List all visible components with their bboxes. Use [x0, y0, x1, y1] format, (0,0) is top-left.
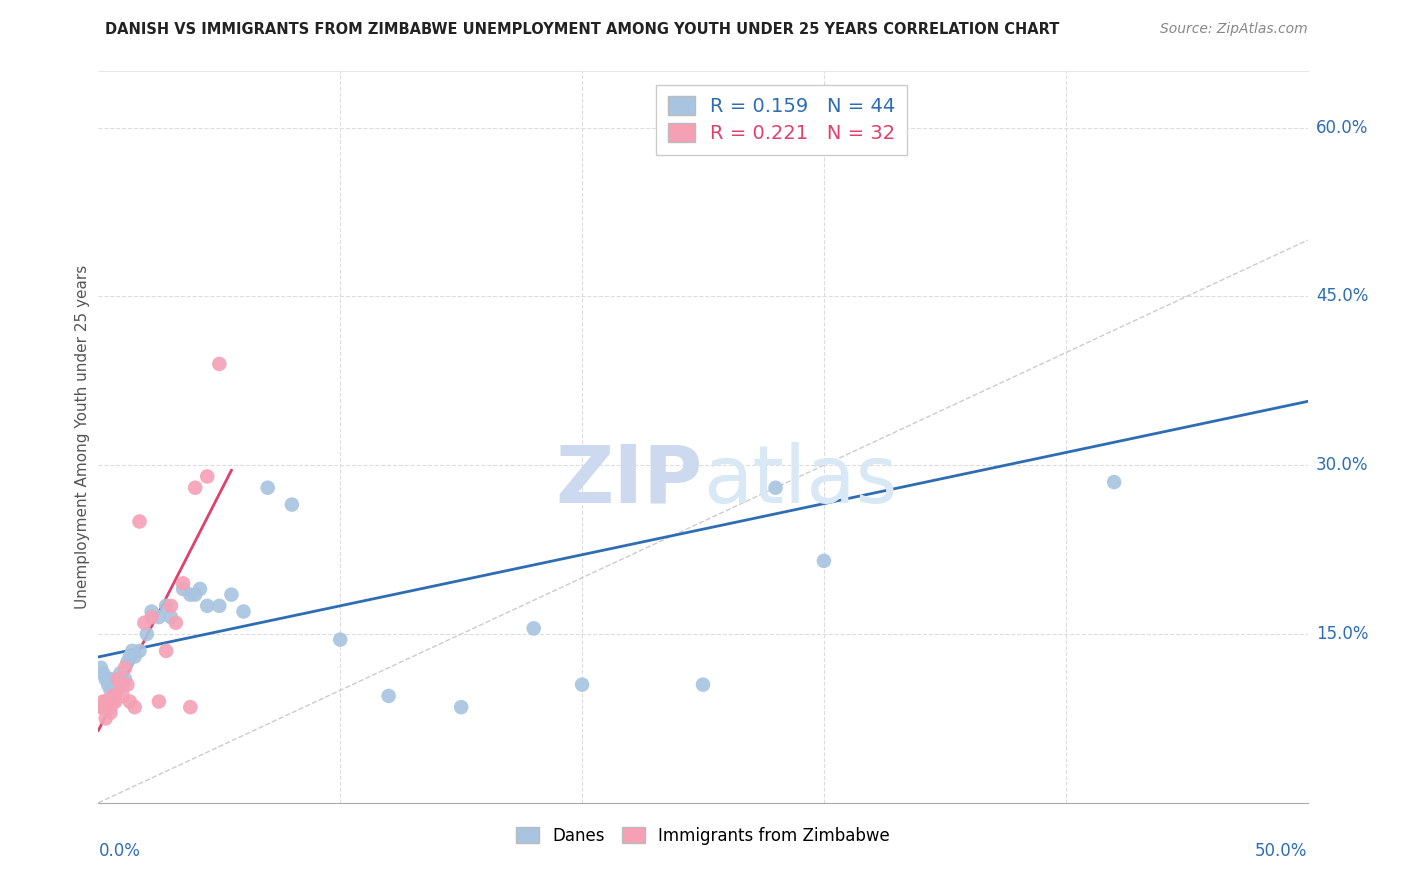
Point: [108, 678, 131, 692]
Point: [124, 700, 146, 714]
Point: [195, 469, 218, 483]
Point: [765, 481, 787, 495]
Text: 60.0%: 60.0%: [1316, 119, 1368, 136]
Point: [100, 672, 122, 686]
Point: [221, 588, 243, 602]
Point: [121, 644, 143, 658]
Point: [100, 683, 122, 698]
Point: [1102, 475, 1125, 489]
Point: [104, 683, 127, 698]
Point: [281, 498, 304, 512]
Point: [208, 599, 231, 613]
Point: [101, 689, 124, 703]
Text: Source: ZipAtlas.com: Source: ZipAtlas.com: [1160, 22, 1308, 37]
Point: [160, 599, 183, 613]
Point: [179, 700, 201, 714]
Point: [97, 672, 120, 686]
Point: [172, 582, 194, 596]
Point: [91, 700, 114, 714]
Point: [377, 689, 399, 703]
Point: [134, 615, 156, 630]
Point: [148, 694, 170, 708]
Point: [813, 554, 835, 568]
Point: [571, 678, 593, 692]
Text: 50.0%: 50.0%: [1256, 842, 1308, 860]
Point: [155, 599, 177, 613]
Text: ZIP: ZIP: [555, 442, 703, 520]
Point: [101, 678, 124, 692]
Point: [692, 98, 714, 112]
Point: [450, 700, 472, 714]
Point: [195, 599, 218, 613]
Point: [118, 649, 141, 664]
Point: [128, 644, 150, 658]
Point: [94, 694, 117, 708]
Point: [128, 515, 150, 529]
Point: [172, 576, 194, 591]
Point: [101, 678, 124, 692]
Point: [256, 481, 278, 495]
Point: [329, 632, 352, 647]
Point: [108, 666, 131, 681]
Point: [114, 672, 136, 686]
Point: [135, 627, 157, 641]
Point: [91, 694, 114, 708]
Point: [97, 700, 120, 714]
Point: [100, 700, 122, 714]
Point: [90, 661, 112, 675]
Text: 0.0%: 0.0%: [98, 842, 141, 860]
Point: [160, 610, 183, 624]
Point: [141, 605, 163, 619]
Point: [523, 621, 546, 635]
Point: [94, 672, 117, 686]
Text: DANISH VS IMMIGRANTS FROM ZIMBABWE UNEMPLOYMENT AMONG YOUTH UNDER 25 YEARS CORRE: DANISH VS IMMIGRANTS FROM ZIMBABWE UNEMP…: [105, 22, 1060, 37]
Point: [141, 610, 163, 624]
Point: [188, 582, 211, 596]
Legend: Danes, Immigrants from Zimbabwe: Danes, Immigrants from Zimbabwe: [508, 818, 898, 853]
Point: [104, 689, 127, 703]
Point: [107, 678, 129, 692]
Point: [184, 481, 207, 495]
Text: 15.0%: 15.0%: [1316, 625, 1368, 643]
Point: [165, 615, 187, 630]
Point: [179, 588, 201, 602]
Point: [124, 649, 146, 664]
Point: [184, 588, 207, 602]
Point: [101, 694, 124, 708]
Point: [117, 678, 139, 692]
Y-axis label: Unemployment Among Youth under 25 years: Unemployment Among Youth under 25 years: [75, 265, 90, 609]
Point: [97, 694, 120, 708]
Point: [100, 706, 122, 720]
Point: [107, 672, 129, 686]
Point: [117, 655, 139, 669]
Text: 45.0%: 45.0%: [1316, 287, 1368, 305]
Point: [91, 666, 114, 681]
Point: [111, 678, 134, 692]
Point: [90, 700, 112, 714]
Point: [114, 661, 136, 675]
Point: [111, 689, 134, 703]
Point: [232, 605, 254, 619]
Point: [692, 678, 714, 692]
Point: [148, 610, 170, 624]
Point: [94, 711, 117, 725]
Point: [97, 678, 120, 692]
Point: [104, 694, 127, 708]
Point: [155, 644, 177, 658]
Point: [118, 694, 141, 708]
Point: [208, 357, 231, 371]
Text: atlas: atlas: [703, 442, 897, 520]
Text: 30.0%: 30.0%: [1316, 456, 1368, 475]
